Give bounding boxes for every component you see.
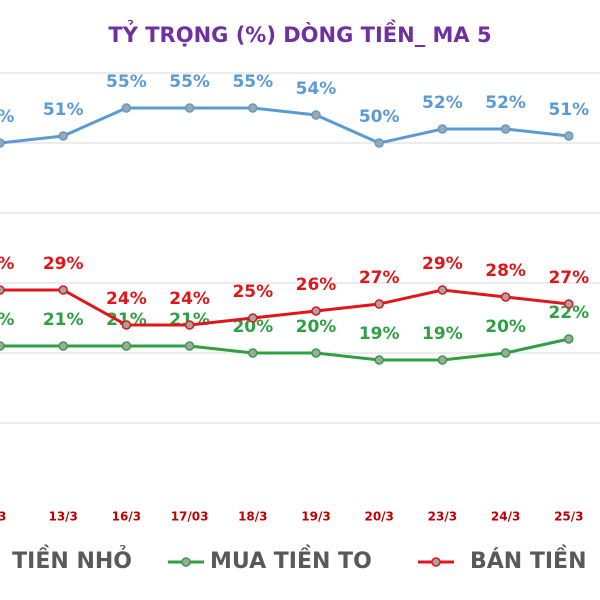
data-label: 24% [106, 289, 147, 309]
point [564, 299, 574, 309]
data-label: 24% [169, 289, 210, 309]
chart-title: TỶ TRỌNG (%) DÒNG TIỀN_ MA 5 [108, 19, 491, 47]
data-label: 54% [296, 79, 337, 99]
data-label: 1% [0, 310, 14, 330]
point [437, 124, 448, 134]
point [437, 355, 448, 365]
data-label: 29% [422, 254, 463, 274]
point [58, 285, 68, 295]
data-label: 26% [296, 275, 337, 295]
point [248, 313, 258, 323]
point [184, 103, 195, 113]
x-tick-label: 13/3 [48, 510, 77, 524]
legend-label: MUA TIỀN TO [210, 545, 372, 574]
point [374, 355, 384, 365]
data-label: 55% [232, 72, 273, 92]
data-label: 51% [43, 100, 84, 120]
point [500, 124, 511, 134]
point [311, 306, 321, 316]
data-label: 0% [0, 107, 14, 127]
data-label: 27% [359, 268, 400, 288]
legend-label: TIỀN NHỎ [12, 545, 132, 574]
point [500, 348, 511, 358]
x-tick-label: 24/3 [491, 510, 520, 524]
point [248, 103, 258, 113]
x-tick-label: 25/3 [554, 510, 583, 524]
data-label: 27% [548, 268, 589, 288]
data-label: 19% [359, 324, 400, 344]
data-label: 22% [548, 303, 589, 323]
point [311, 110, 321, 120]
data-label: 55% [106, 72, 147, 92]
series-line [0, 288, 569, 327]
point [374, 299, 384, 309]
point [0, 285, 5, 295]
point [184, 320, 195, 330]
data-label: 9% [0, 254, 14, 274]
data-label: 20% [232, 317, 273, 337]
data-label: 29% [43, 254, 84, 274]
point [311, 348, 321, 358]
point [564, 131, 574, 141]
point [248, 348, 258, 358]
legend-marker [431, 557, 441, 567]
point [58, 131, 68, 141]
x-tick-label: 19/3 [301, 510, 330, 524]
x-tick-label: 16/3 [112, 510, 141, 524]
data-label: 28% [485, 261, 526, 281]
data-label: 51% [548, 100, 589, 120]
data-label: 25% [232, 282, 273, 302]
data-label: 19% [422, 324, 463, 344]
point [184, 341, 195, 351]
x-tick-label: 23/3 [428, 510, 457, 524]
x-tick-label: 18/3 [238, 510, 267, 524]
x-tick-label: 20/3 [364, 510, 393, 524]
data-label: 55% [169, 72, 210, 92]
point [374, 138, 384, 148]
point [58, 341, 68, 351]
data-label: 20% [485, 317, 526, 337]
point [121, 320, 132, 330]
x-tick-label: 17/03 [171, 510, 209, 524]
data-label: 52% [422, 93, 463, 113]
x-tick-label: /3 [0, 510, 6, 524]
series-line [0, 106, 569, 145]
data-label: 50% [359, 107, 400, 127]
point [437, 285, 448, 295]
data-label: 20% [296, 317, 337, 337]
point [0, 341, 5, 351]
data-label: 21% [43, 310, 84, 330]
legend-marker [181, 557, 191, 567]
series-line [0, 337, 570, 362]
point [500, 292, 511, 302]
point [121, 103, 132, 113]
point [121, 341, 132, 351]
legend-label: BÁN TIỀN [470, 545, 587, 574]
point [0, 138, 5, 148]
data-label: 52% [485, 93, 526, 113]
point [564, 334, 574, 344]
